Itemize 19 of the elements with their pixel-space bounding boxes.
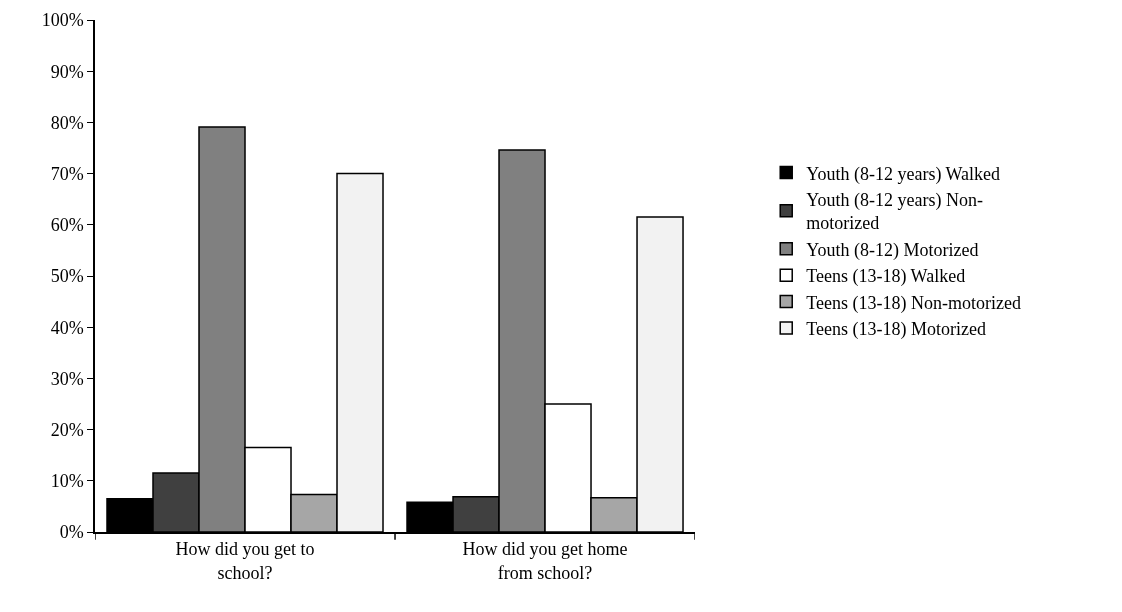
y-tick-label: 20% bbox=[50, 419, 84, 440]
x-tick-label: How did you get to school? bbox=[175, 539, 315, 583]
legend-label: Youth (8-12 years) Non-motorized bbox=[806, 190, 983, 234]
y-tick-label: 30% bbox=[50, 368, 84, 389]
y-tick-label: 80% bbox=[50, 112, 84, 133]
legend-label: Teens (13-18) Motorized bbox=[806, 319, 986, 341]
y-tick-label: 0% bbox=[59, 522, 84, 543]
legend-label: Teens (13-18) Non-motorized bbox=[806, 292, 1021, 314]
y-tick-label: 40% bbox=[50, 317, 84, 338]
legend-label: Teens (13-18) Walked bbox=[806, 266, 966, 288]
legend-label: Youth (8-12 years) Walked bbox=[806, 163, 1001, 185]
x-tick-label: How did you get home from school? bbox=[462, 539, 628, 583]
y-tick-label: 50% bbox=[50, 266, 84, 287]
y-tick-label: 60% bbox=[50, 215, 84, 236]
y-tick-label: 90% bbox=[50, 61, 84, 82]
legend-label: Youth (8-12) Motorized bbox=[806, 239, 979, 261]
y-tick-label: 70% bbox=[50, 163, 84, 184]
y-tick-label: 10% bbox=[50, 471, 84, 492]
y-tick-label: 100% bbox=[41, 10, 84, 31]
